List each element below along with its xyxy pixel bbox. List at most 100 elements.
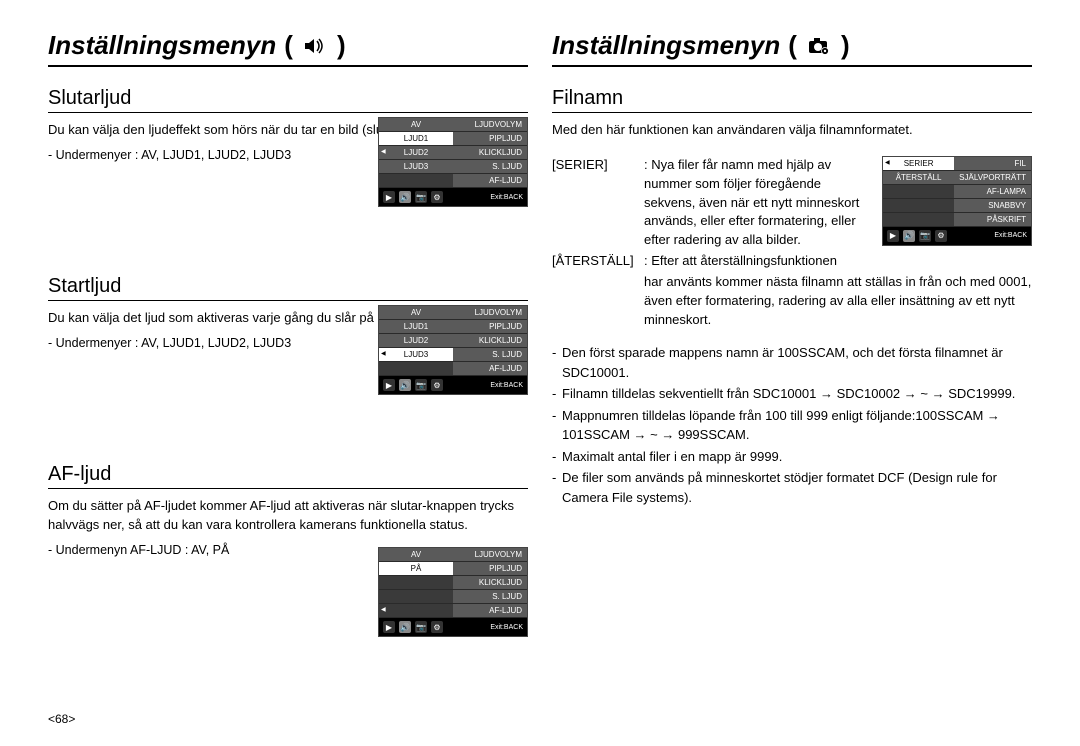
- menu-right-cell[interactable]: AF-LJUD: [453, 174, 527, 188]
- section-filnamn: Filnamn Med den här funktionen kan använ…: [552, 81, 1032, 509]
- section-slutarljud: Slutarljud Du kan välja den ljudeffekt s…: [48, 81, 528, 251]
- menu-right-cell[interactable]: SJÄLVPORTRÄTT: [954, 171, 1031, 185]
- term-serier: [SERIER]: [552, 156, 644, 250]
- exit-label[interactable]: Exit:BACK: [490, 194, 523, 201]
- menu-grid: AVLJUDVOLYMLJUD1PIPLJUDLJUD2KLICKLJUDLJU…: [379, 306, 527, 376]
- menu-left-cell[interactable]: [379, 362, 453, 376]
- menu-right-cell[interactable]: KLICKLJUD: [453, 334, 527, 348]
- menu-right-cell[interactable]: PIPLJUD: [453, 132, 527, 146]
- paren-open: (: [788, 30, 797, 61]
- section-startljud: Startljud Du kan välja det ljud som akti…: [48, 269, 528, 439]
- exit-label[interactable]: Exit:BACK: [490, 382, 523, 389]
- title-text: Inställningsmenyn: [48, 30, 276, 61]
- menu-left-cell[interactable]: LJUD1: [379, 132, 453, 146]
- def-aterstall-cont: har använts kommer nästa filnamn att stä…: [552, 273, 1032, 330]
- menu-right-cell[interactable]: FIL: [954, 157, 1031, 171]
- footer-icon[interactable]: 🔊: [903, 230, 915, 242]
- menu-grid: AVLJUDVOLYMPÅPIPLJUDKLICKLJUDS. LJUDAF-L…: [379, 548, 527, 618]
- menu-left-cell[interactable]: AV: [379, 548, 453, 562]
- footer-icon[interactable]: 🔊: [399, 621, 411, 633]
- menu-right-cell[interactable]: PÅSKRIFT: [954, 213, 1031, 227]
- section-afljud: AF-ljud Om du sätter på AF-ljudet kommer…: [48, 457, 528, 657]
- menu-left-cell[interactable]: PÅ: [379, 562, 453, 576]
- menu-right-cell[interactable]: SNABBVY: [954, 199, 1031, 213]
- desc-serier: : Nya filer får namn med hjälp av nummer…: [644, 156, 872, 250]
- left-title: Inställningsmenyn ( ): [48, 30, 528, 67]
- footer-icon[interactable]: 📷: [415, 191, 427, 203]
- menu-left-cell[interactable]: [379, 576, 453, 590]
- menu-right-cell[interactable]: LJUDVOLYM: [453, 548, 527, 562]
- footer-icon[interactable]: ▶: [383, 379, 395, 391]
- body-afljud: Om du sätter på AF-ljudet kommer AF-ljud…: [48, 497, 528, 535]
- menu-left-cell[interactable]: LJUD1: [379, 320, 453, 334]
- footer-icon[interactable]: ▶: [887, 230, 899, 242]
- menu-left-cell[interactable]: SERIER: [883, 157, 954, 171]
- menu-left-cell[interactable]: LJUD2: [379, 334, 453, 348]
- left-column: Inställningsmenyn ( ) Slutarljud Du kan …: [36, 30, 540, 726]
- menu-grid: SERIERFILÅTERSTÄLLSJÄLVPORTRÄTTAF-LAMPAS…: [883, 157, 1031, 227]
- menu-left-cell[interactable]: LJUD3: [379, 160, 453, 174]
- menu-right-cell[interactable]: PIPLJUD: [453, 562, 527, 576]
- footer-icon[interactable]: 🔊: [399, 191, 411, 203]
- menu-right-cell[interactable]: LJUDVOLYM: [453, 306, 527, 320]
- footer-icon[interactable]: 📷: [919, 230, 931, 242]
- heading-startljud: Startljud: [48, 275, 528, 301]
- menu-left-cell[interactable]: [883, 213, 954, 227]
- menu-left-cell[interactable]: [883, 185, 954, 199]
- menu-right-cell[interactable]: PIPLJUD: [453, 320, 527, 334]
- note-dash: -: [552, 447, 562, 467]
- menu-left-cell[interactable]: [379, 604, 453, 618]
- footer-icon[interactable]: ⚙: [431, 191, 443, 203]
- exit-label[interactable]: Exit:BACK: [490, 624, 523, 631]
- menu-left-cell[interactable]: LJUD3: [379, 348, 453, 362]
- menu-right-cell[interactable]: AF-LJUD: [453, 362, 527, 376]
- note-text: Maximalt antal filer i en mapp är 9999.: [562, 447, 1032, 467]
- note-dash: -: [552, 468, 562, 507]
- footer-icon[interactable]: 🔊: [399, 379, 411, 391]
- page-number: <68>: [48, 712, 528, 726]
- menu-afljud: AVLJUDVOLYMPÅPIPLJUDKLICKLJUDS. LJUDAF-L…: [378, 547, 528, 637]
- footer-icon[interactable]: ⚙: [431, 379, 443, 391]
- def-aterstall: [ÅTERSTÄLL] : Efter att återställningsfu…: [552, 252, 872, 271]
- note-text: Mappnumren tilldelas löpande från 100 ti…: [562, 406, 1032, 445]
- footer-icon[interactable]: 📷: [415, 621, 427, 633]
- paren-open: (: [284, 30, 293, 61]
- speaker-icon: [301, 35, 329, 57]
- menu-left-cell[interactable]: [379, 590, 453, 604]
- note-item: -De filer som används på minneskortet st…: [552, 468, 1032, 507]
- menu-right-cell[interactable]: LJUDVOLYM: [453, 118, 527, 132]
- note-item: -Den först sparade mappens namn är 100SS…: [552, 343, 1032, 382]
- menu-left-cell[interactable]: LJUD2: [379, 146, 453, 160]
- menu-right-cell[interactable]: S. LJUD: [453, 160, 527, 174]
- note-text: Filnamn tilldelas sekventiellt från SDC1…: [562, 384, 1032, 404]
- title-text: Inställningsmenyn: [552, 30, 780, 61]
- menu-right-cell[interactable]: AF-LJUD: [453, 604, 527, 618]
- menu-right-cell[interactable]: KLICKLJUD: [453, 146, 527, 160]
- menu-left-cell[interactable]: [379, 174, 453, 188]
- footer-icon[interactable]: 📷: [415, 379, 427, 391]
- footer-icon[interactable]: ⚙: [431, 621, 443, 633]
- heading-filnamn: Filnamn: [552, 87, 1032, 113]
- footer-icon[interactable]: ▶: [383, 191, 395, 203]
- menu-left-cell[interactable]: [883, 199, 954, 213]
- note-dash: -: [552, 384, 562, 404]
- footer-icon[interactable]: ▶: [383, 621, 395, 633]
- menu-left-cell[interactable]: AV: [379, 306, 453, 320]
- note-dash: -: [552, 406, 562, 445]
- menu-right-cell[interactable]: S. LJUD: [453, 348, 527, 362]
- heading-slutarljud: Slutarljud: [48, 87, 528, 113]
- filnamn-definitions: [SERIER] : Nya filer får namn med hjälp …: [552, 156, 1032, 330]
- paren-close: ): [337, 30, 346, 61]
- footer-icon[interactable]: ⚙: [935, 230, 947, 242]
- menu-footer: ▶ 🔊 📷 ⚙ Exit:BACK: [379, 188, 527, 206]
- menu-right-cell[interactable]: AF-LAMPA: [954, 185, 1031, 199]
- menu-right-cell[interactable]: KLICKLJUD: [453, 576, 527, 590]
- menu-footer: ▶ 🔊 📷 ⚙ Exit:BACK: [379, 618, 527, 636]
- exit-label[interactable]: Exit:BACK: [994, 232, 1027, 239]
- def-serier: [SERIER] : Nya filer får namn med hjälp …: [552, 156, 872, 250]
- menu-left-cell[interactable]: ÅTERSTÄLL: [883, 171, 954, 185]
- notes-list: -Den först sparade mappens namn är 100SS…: [552, 343, 1032, 507]
- menu-right-cell[interactable]: S. LJUD: [453, 590, 527, 604]
- term-aterstall: [ÅTERSTÄLL]: [552, 252, 644, 271]
- menu-left-cell[interactable]: AV: [379, 118, 453, 132]
